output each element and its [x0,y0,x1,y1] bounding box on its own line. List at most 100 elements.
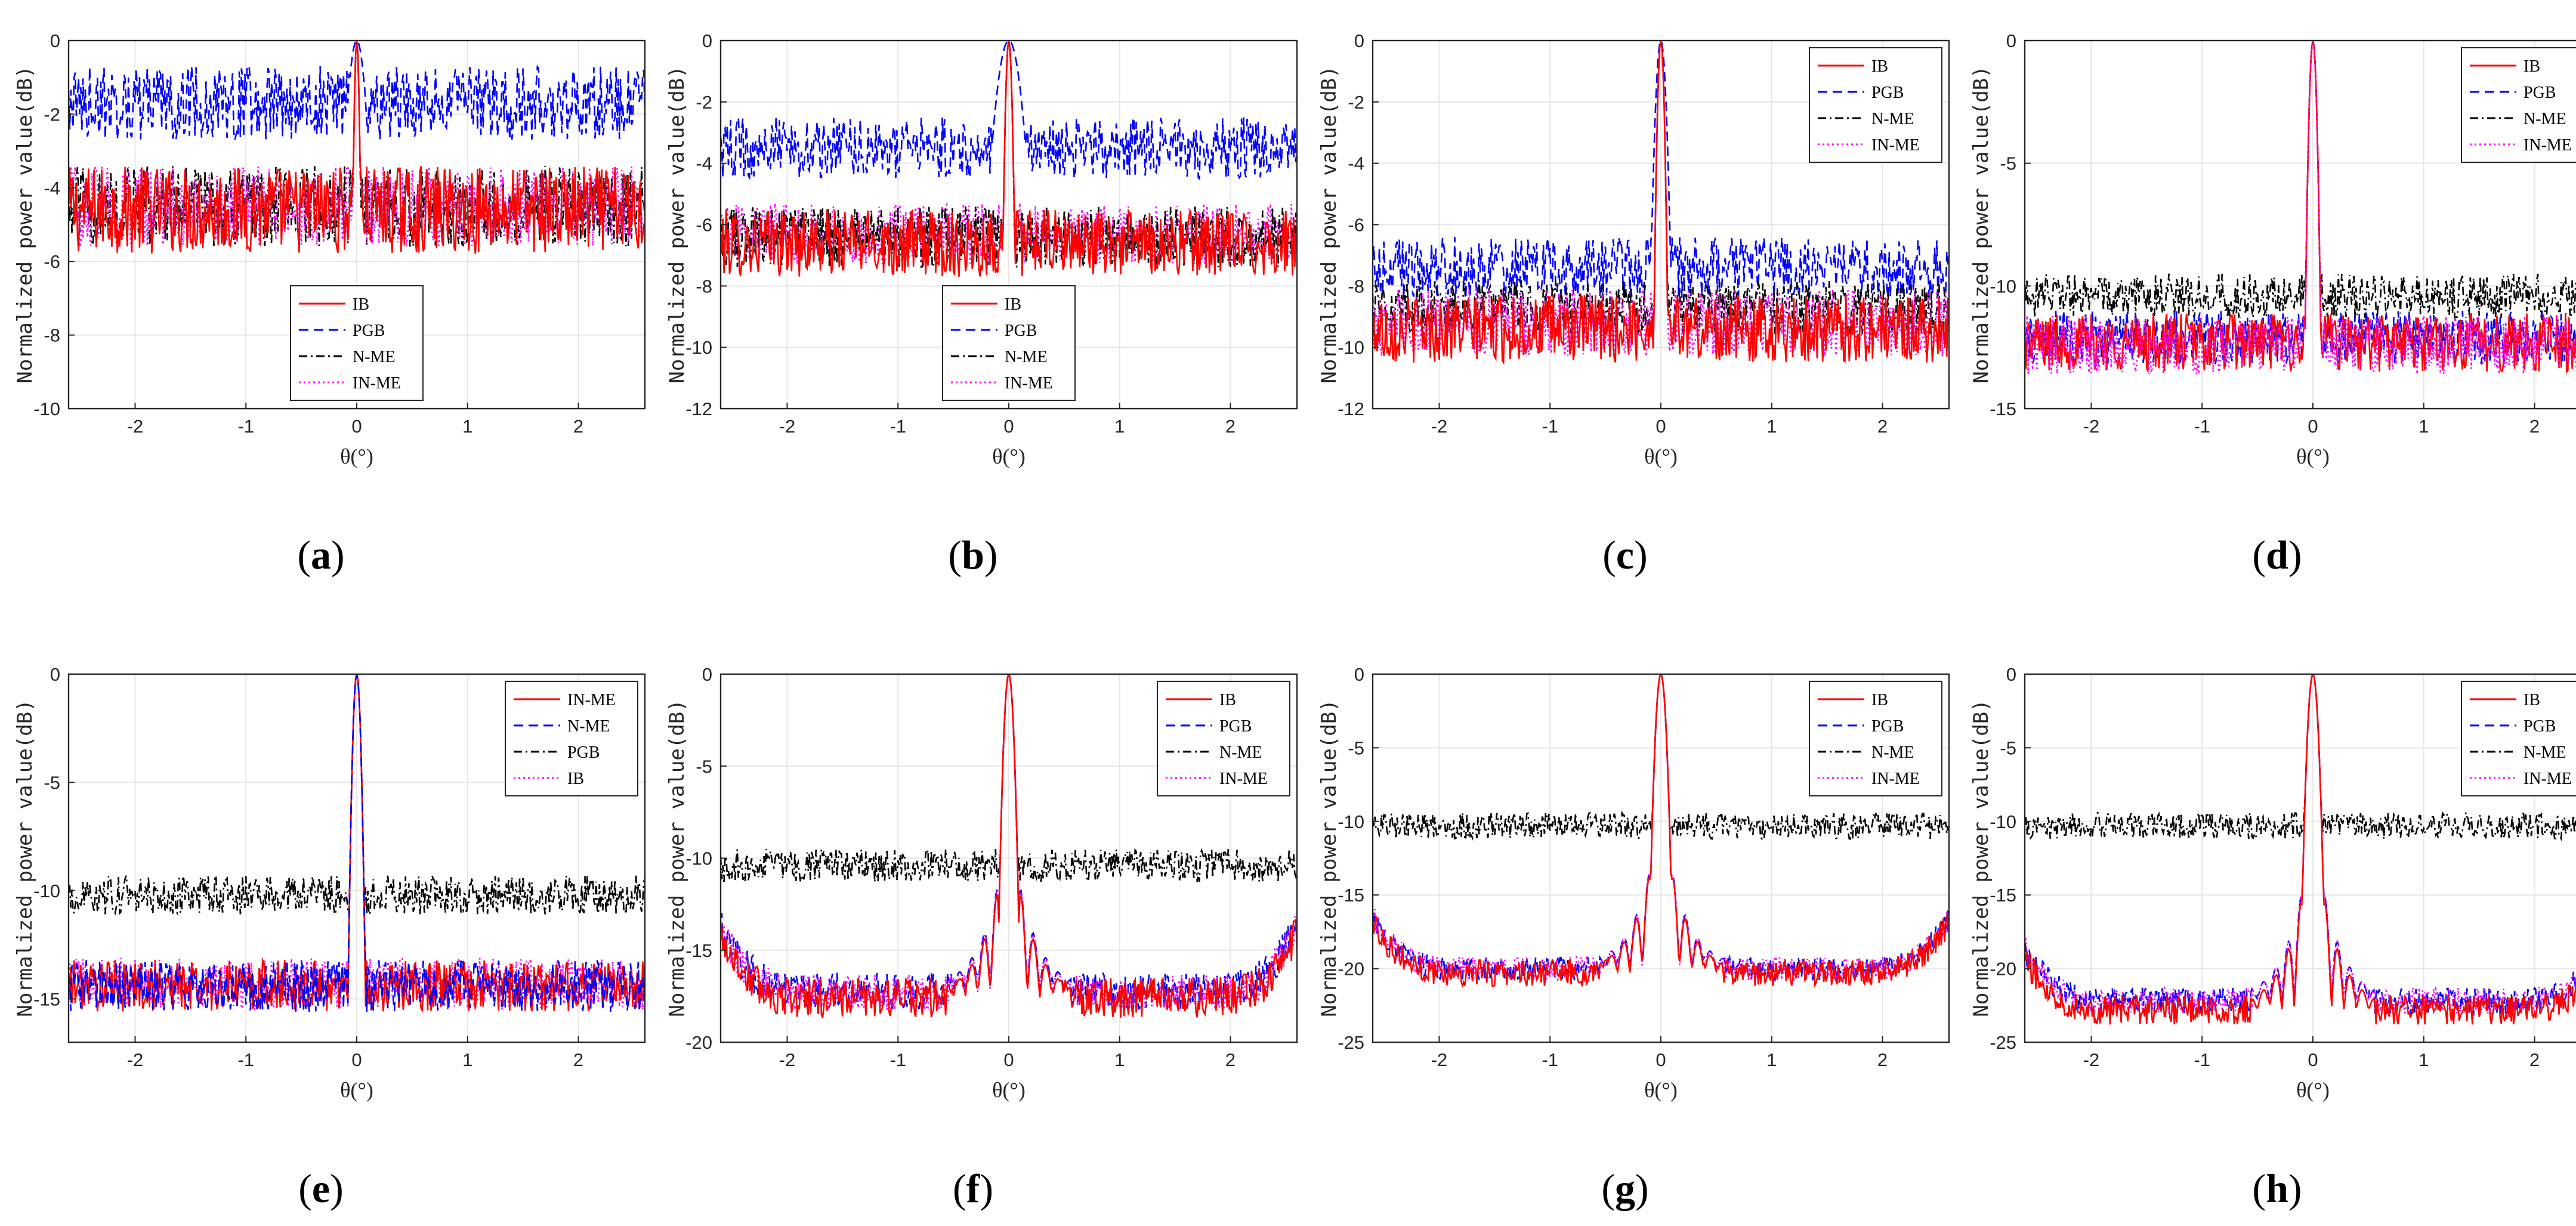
legend-entry-label: N-ME [1871,110,1914,128]
y-tick-label: -2 [1348,92,1364,113]
chart-e: -2 -1 0 1 20-5-10-15θ(°)Normalized power val… [13,664,646,1211]
x-tick-label: 0 [1003,1049,1014,1070]
x-tick-label: -2 [779,1049,796,1070]
x-tick-label: 1 [462,1049,472,1070]
x-tick-label: 1 [1114,416,1125,437]
y-tick-label: -5 [2000,153,2016,174]
legend-box [1809,681,1942,796]
series-group [2025,674,2576,1025]
x-tick-label: -2 [127,1049,144,1070]
legend-entry-label: PGB [1005,322,1037,340]
panel-label-c: (c) [1602,532,1648,578]
y-tick-label: -8 [1348,276,1364,297]
y-tick-label: -10 [1338,811,1364,832]
legend-entry-label: IN-ME [2524,136,2572,155]
y-tick-label: -15 [1990,885,2016,906]
chart-g: -2 -1 0 1 20-5-10-15-20-25θ(°)Normalized pow… [1317,664,1950,1211]
y-tick-label: -10 [1990,811,2016,832]
y-tick-label: -15 [685,940,712,961]
legend-box [1157,681,1290,796]
y-tick-label: -10 [33,399,60,419]
y-tick-label: -8 [696,276,712,297]
x-tick-label: -1 [2194,416,2210,437]
chart-d: -2 -1 0 1 20-5-10-15θ(°)Normalized power val… [1969,30,2576,578]
y-tick-label: 0 [702,664,712,685]
x-tick-label: 1 [2419,1049,2429,1070]
legend-entry-label: N-ME [353,348,396,366]
legend-entry-label: PGB [2524,84,2556,102]
legend-entry-label: IN-ME [2524,770,2572,788]
y-tick-label: -6 [44,251,60,272]
legend-entry-label: PGB [1219,717,1252,736]
series-line-pgb [721,41,1297,181]
y-tick-label: 0 [50,664,60,685]
y-tick-label: -6 [1348,215,1364,236]
series-line-pgb [69,674,645,918]
legend-entry-label: PGB [567,743,600,762]
y-tick-label: -4 [44,178,60,199]
x-tick-label: 1 [462,416,472,437]
x-tick-label: 2 [573,1049,583,1070]
series-line-n-me [2025,674,2576,842]
x-tick-label: -1 [1542,416,1558,437]
x-tick-label: 2 [573,416,583,437]
x-tick-label: 1 [1766,416,1777,437]
series-line-ib [2025,41,2576,373]
chart-b: -2 -1 0 1 20-2-4-6-8-10-12θ(°)Normalized pow… [665,30,1298,578]
panel-label-h: (h) [2252,1166,2302,1211]
series-line-n-me [69,674,645,1014]
legend-box [942,285,1076,401]
x-tick-label: -2 [2083,416,2100,437]
legend-entry-label: IB [1219,691,1236,709]
y-tick-label: 0 [2006,30,2016,51]
y-tick-label: -12 [685,399,712,419]
x-tick-label: 1 [1114,1049,1125,1070]
x-tick-label: 2 [2529,416,2540,437]
y-tick-label: -2 [44,104,60,125]
x-tick-label: 2 [1877,416,1888,437]
x-tick-label: -2 [127,416,144,437]
x-tick-label: 0 [1003,416,1014,437]
legend: IB PGB N-ME IN-ME [2461,47,2576,163]
x-tick-label: -1 [2194,1049,2210,1070]
series-line-pgb [1373,41,1949,298]
legend: IN-ME N-ME PGB IB [505,681,638,796]
series-line-ib [2025,674,2576,1025]
y-tick-label: -4 [696,153,712,174]
series-line-ib [1373,674,1949,988]
y-tick-label: -5 [44,772,60,793]
chart-h: -2 -1 0 1 20-5-10-15-20-25θ(°)Normalized pow… [1969,664,2576,1211]
y-tick-label: -10 [1990,276,2016,297]
legend-box [290,285,424,401]
legend: IB PGB N-ME IN-ME [942,285,1076,401]
legend-entry-label: N-ME [567,717,610,736]
y-tick-label: -10 [33,881,60,901]
x-tick-label: 2 [1877,1049,1888,1070]
x-axis-label: θ(°) [2296,1078,2330,1102]
panel-label-f: (f) [953,1166,993,1211]
y-axis-label: Normalized power value(dB) [665,66,689,383]
panel-label-g: (g) [1601,1166,1648,1211]
legend-entry-label: PGB [2524,717,2556,736]
series-line-ib [69,674,645,1011]
y-axis-label: Normalized power value(dB) [13,699,37,1017]
y-tick-label: -25 [1990,1032,2016,1053]
y-tick-label: -15 [33,989,60,1009]
series-group [721,41,1297,277]
y-tick-label: -6 [696,215,712,236]
x-tick-label: -2 [1431,1049,1448,1070]
series-group [721,674,1297,1018]
panel-label-d: (d) [2252,532,2302,578]
x-axis-label: θ(°) [992,444,1026,468]
legend: IB PGB N-ME IN-ME [2461,681,2576,796]
y-tick-label: 0 [50,30,60,51]
y-tick-label: -5 [1348,737,1364,758]
x-tick-label: -1 [1542,1049,1558,1070]
chart-c: -2 -1 0 1 20-2-4-6-8-10-12θ(°)Normalized pow… [1317,30,1950,578]
y-axis-label: Normalized power value(dB) [1969,66,1993,383]
x-tick-label: 0 [2308,416,2318,437]
y-tick-label: -10 [685,337,712,358]
y-tick-label: -5 [696,756,712,777]
series-line-in-me [2025,674,2576,1015]
legend: IB PGB N-ME IN-ME [1809,47,1942,163]
